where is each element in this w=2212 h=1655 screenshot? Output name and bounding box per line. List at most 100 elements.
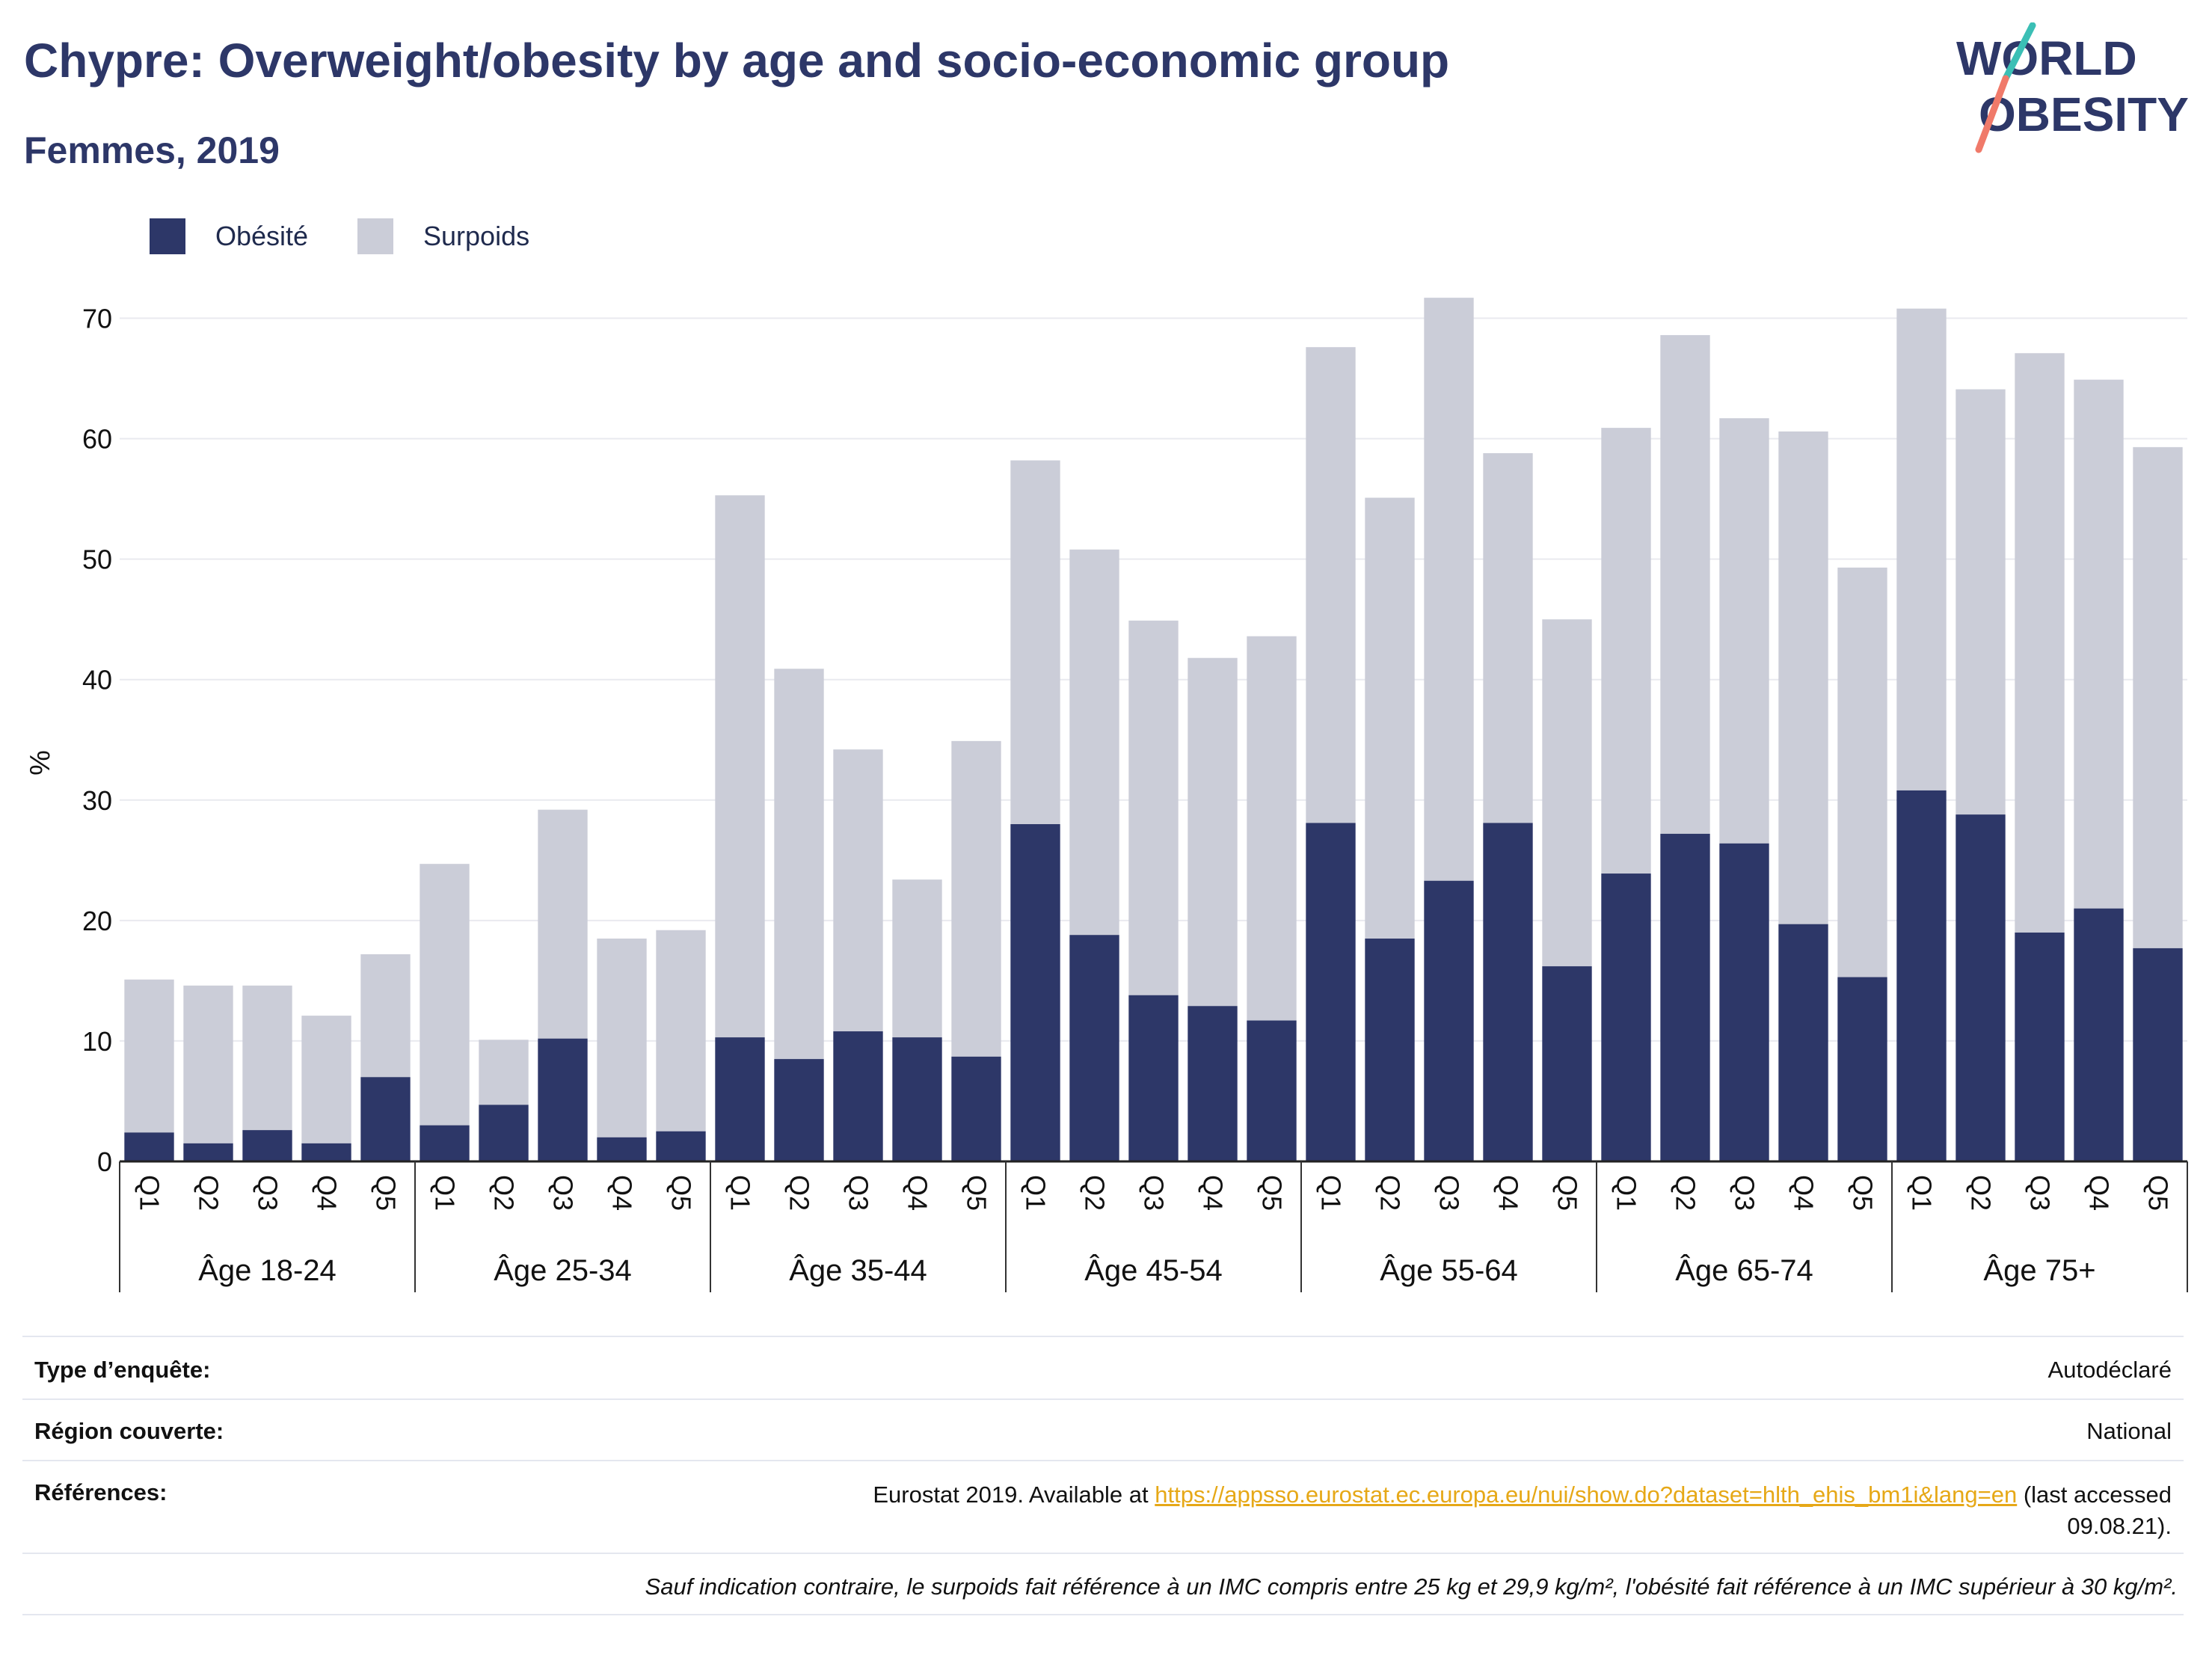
bar-obesity (597, 1137, 647, 1161)
bar-layer (124, 298, 2183, 1161)
group-label: Âge 75+ (1983, 1253, 2095, 1287)
bar-overweight (1306, 347, 1356, 823)
region-label: Région couverte: (34, 1418, 224, 1444)
legend-swatch-obesity (150, 218, 185, 254)
info-separator (22, 1460, 2184, 1461)
x-tick-label: Q4 (607, 1175, 638, 1211)
x-tick-label: Q5 (371, 1175, 402, 1211)
x-tick-label: Q5 (1848, 1175, 1878, 1211)
group-label: Âge 25-34 (494, 1253, 632, 1287)
bar-overweight (1069, 549, 1119, 936)
x-tick-label: Q2 (1080, 1175, 1110, 1211)
bar-overweight (1778, 431, 1828, 924)
x-tick-label: Q2 (784, 1175, 815, 1211)
x-tick-label: Q2 (1966, 1175, 1997, 1211)
x-tick-label: Q3 (1730, 1175, 1760, 1211)
bar-overweight (1128, 620, 1179, 995)
bar-obesity (1778, 924, 1828, 1161)
info-separator (22, 1553, 2184, 1554)
bar-obesity (656, 1131, 706, 1161)
x-tick-label: Q4 (1789, 1175, 1819, 1211)
info-separator (22, 1336, 2184, 1337)
references-label: Références: (34, 1479, 168, 1505)
bar-overweight (360, 954, 411, 1078)
x-tick-label: Q2 (489, 1175, 520, 1211)
group-label: Âge 65-74 (1675, 1253, 1813, 1287)
x-tick-label: Q1 (430, 1175, 461, 1211)
bar-obesity (1247, 1020, 1297, 1161)
x-tick-label: Q1 (1021, 1175, 1051, 1211)
x-tick-label: Q5 (1552, 1175, 1583, 1211)
x-tick-label: Q3 (253, 1175, 283, 1211)
legend-label-obesity: Obésité (215, 221, 309, 251)
survey-type-value: Autodéclaré (2047, 1357, 2172, 1383)
bar-overweight (1837, 567, 1887, 977)
x-tick-label: Q4 (2084, 1175, 2115, 1211)
bar-overweight (1483, 452, 1533, 823)
bar-obesity (420, 1125, 470, 1161)
bar-overweight (1542, 619, 1592, 967)
bar-obesity (1956, 814, 2006, 1161)
survey-type-label: Type d’enquête: (34, 1357, 211, 1383)
y-tick-label: 50 (82, 544, 112, 575)
x-tick-label: Q4 (1198, 1175, 1229, 1211)
legend-label-overweight: Surpoids (423, 221, 530, 251)
x-tick-label: Q3 (2025, 1175, 2056, 1211)
x-tick-label: Q3 (548, 1175, 579, 1211)
x-tick-label: Q4 (312, 1175, 342, 1211)
references-prefix: Eurostat 2019. Available at (873, 1481, 1155, 1508)
region-value: National (2086, 1418, 2172, 1444)
bar-obesity (1837, 977, 1887, 1161)
bar-obesity (1069, 935, 1119, 1161)
info-separator (22, 1614, 2184, 1615)
bar-obesity (1660, 833, 1710, 1161)
x-tick-label: Q4 (903, 1175, 933, 1211)
group-label: Âge 55-64 (1380, 1253, 1518, 1287)
bar-obesity (1128, 995, 1179, 1161)
x-tick-label: Q5 (1257, 1175, 1288, 1211)
bar-obesity (124, 1132, 174, 1161)
bar-overweight (2015, 353, 2065, 933)
bar-obesity (715, 1037, 765, 1161)
group-label: Âge 18-24 (198, 1253, 337, 1287)
y-tick-label: 70 (82, 304, 112, 334)
bar-obesity (538, 1038, 588, 1161)
x-tick-label: Q2 (1671, 1175, 1701, 1211)
bar-overweight (892, 879, 942, 1038)
bar-overweight (1010, 460, 1060, 825)
bar-obesity (479, 1105, 529, 1161)
references-link[interactable]: https://appsso.eurostat.ec.europa.eu/nui… (1155, 1481, 2018, 1508)
bar-overweight (242, 985, 292, 1131)
bar-overweight (183, 985, 233, 1143)
x-tick-label: Q5 (962, 1175, 992, 1211)
bar-overweight (538, 809, 588, 1039)
x-tick-label: Q1 (1907, 1175, 1938, 1211)
world-obesity-logo: WORLD OBESITY (1956, 22, 2189, 153)
bar-obesity (1365, 939, 1415, 1161)
bar-overweight (1660, 335, 1710, 834)
references-date: 09.08.21). (2067, 1513, 2172, 1539)
logo-text-world: WORLD (1956, 31, 2137, 85)
bar-overweight (951, 740, 1001, 1057)
bar-obesity (1896, 790, 1947, 1161)
bar-overweight (1188, 657, 1238, 1007)
bar-obesity (1601, 873, 1651, 1161)
bar-obesity (1719, 843, 1769, 1161)
bar-obesity (892, 1037, 942, 1161)
bar-overweight (1247, 636, 1297, 1021)
bar-overweight (479, 1040, 529, 1105)
bar-obesity (1188, 1006, 1238, 1161)
y-tick-label: 60 (82, 424, 112, 455)
bar-obesity (360, 1077, 411, 1161)
bar-obesity (1306, 823, 1356, 1161)
logo-coral-slash (1975, 75, 2009, 153)
bar-obesity (2133, 948, 2183, 1161)
x-tick-label: Q1 (1316, 1175, 1347, 1211)
bar-obesity (2074, 908, 2124, 1161)
y-tick-label: 0 (97, 1146, 112, 1177)
bar-obesity (1424, 880, 1474, 1161)
x-tick-label: Q2 (194, 1175, 224, 1211)
bar-obesity (1483, 823, 1533, 1161)
logo-text-obesity: OBESITY (1979, 87, 2189, 141)
bar-overweight (1424, 298, 1474, 881)
